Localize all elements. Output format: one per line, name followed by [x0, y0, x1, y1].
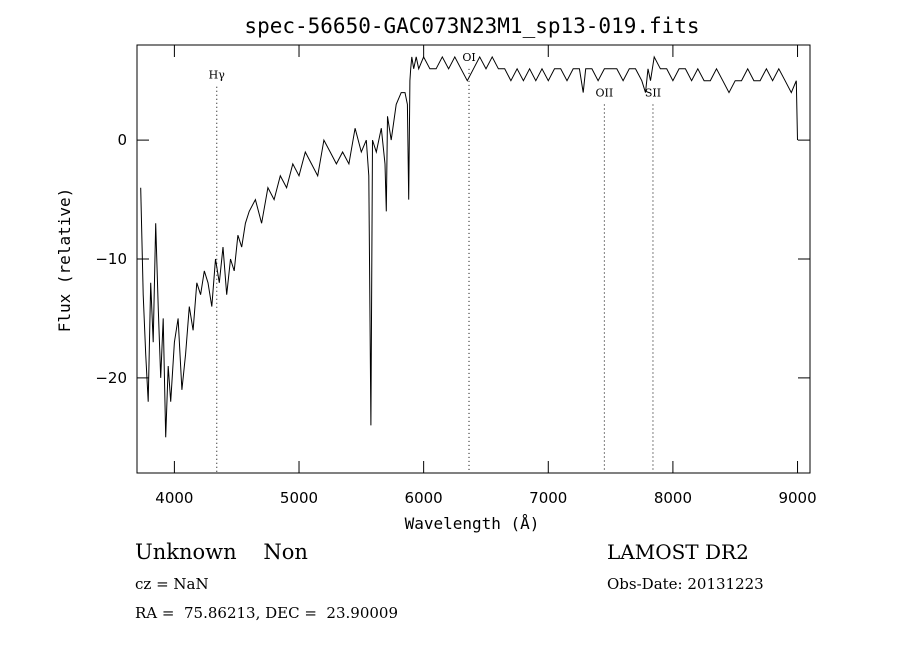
y-tick-label: −10 [95, 250, 127, 268]
spectral-line-label: OII [596, 87, 614, 100]
x-axis-label: Wavelength (Å) [405, 514, 540, 533]
y-tick-label: 0 [117, 131, 127, 149]
spectral-line-label: OI [462, 51, 475, 64]
plot-frame [136, 44, 811, 474]
spectral-line-label: Hγ [209, 69, 226, 82]
ra-dec-coordinates: RA = 75.86213, DEC = 23.90009 [135, 604, 399, 622]
y-axis-label: Flux (relative) [55, 188, 74, 333]
x-tick-label: 9000 [778, 489, 816, 507]
survey-name: LAMOST DR2 [607, 540, 749, 564]
flux-spectrum-line [140, 55, 798, 438]
x-tick-label: 5000 [280, 489, 318, 507]
chart-title: spec-56650-GAC073N23M1_sp13-019.fits [244, 14, 699, 38]
redshift-cz: cz = NaN [135, 575, 209, 593]
observation-date: Obs-Date: 20131223 [607, 575, 764, 593]
y-tick-label: −20 [95, 369, 127, 387]
object-type: Unknown Non [135, 540, 308, 564]
spectral-line-label: SII [645, 87, 661, 100]
x-tick-label: 8000 [654, 489, 692, 507]
x-tick-label: 6000 [405, 489, 443, 507]
x-tick-label: 7000 [529, 489, 567, 507]
x-tick-label: 4000 [155, 489, 193, 507]
